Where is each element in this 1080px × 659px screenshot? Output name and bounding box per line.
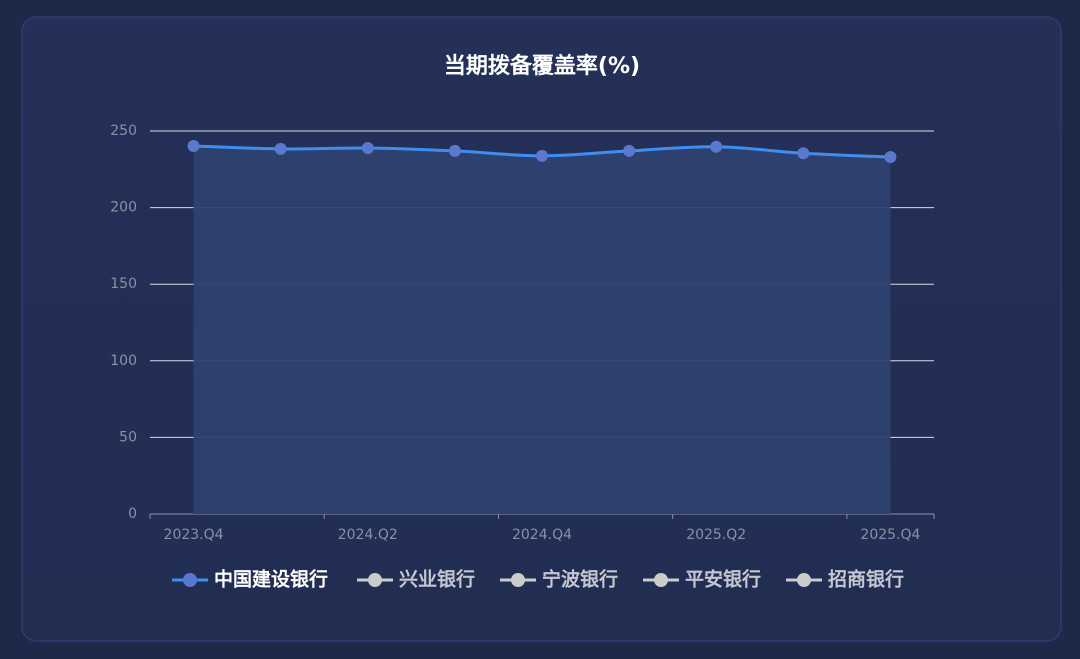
legend-label[interactable]: 中国建设银行 xyxy=(214,568,328,591)
y-tick-label: 0 xyxy=(128,506,137,522)
point xyxy=(710,140,723,153)
area xyxy=(193,146,891,514)
point xyxy=(884,151,897,164)
y-tick-label: 100 xyxy=(110,353,137,369)
point xyxy=(274,142,287,155)
point xyxy=(536,149,548,162)
x-tick-label: 2025.Q2 xyxy=(686,527,746,543)
legend-marker xyxy=(654,573,668,587)
point xyxy=(797,147,810,160)
x-tick-label: 2024.Q4 xyxy=(512,527,572,543)
legend-label[interactable]: 兴业银行 xyxy=(399,568,475,591)
point xyxy=(623,144,636,157)
y-tick-label: 50 xyxy=(119,429,137,445)
legend-label[interactable]: 招商银行 xyxy=(828,568,904,591)
legend-marker xyxy=(183,573,197,587)
x-tick-label: 2024.Q2 xyxy=(338,527,398,543)
chart-title: 当期拨备覆盖率(%) xyxy=(444,53,640,79)
point xyxy=(361,142,374,155)
y-tick-label: 200 xyxy=(110,200,137,216)
legend-label[interactable]: 宁波银行 xyxy=(542,568,618,591)
point xyxy=(187,140,200,153)
x-tick-label: 2023.Q4 xyxy=(164,527,224,543)
legend-marker xyxy=(368,573,382,587)
legend-label[interactable]: 平安银行 xyxy=(685,568,761,591)
y-tick-label: 150 xyxy=(110,276,137,292)
legend-marker xyxy=(797,573,811,587)
y-tick-label: 250 xyxy=(110,123,137,139)
point xyxy=(448,144,461,157)
x-tick-label: 2025.Q4 xyxy=(860,527,920,543)
legend-marker xyxy=(511,573,525,587)
